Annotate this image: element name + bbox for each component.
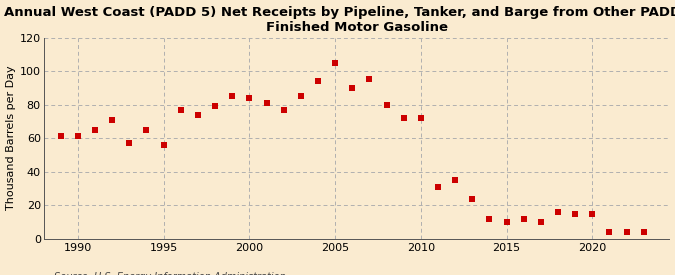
- Point: [553, 210, 564, 214]
- Point: [210, 104, 221, 108]
- Point: [398, 116, 409, 120]
- Point: [347, 86, 358, 90]
- Point: [415, 116, 426, 120]
- Y-axis label: Thousand Barrels per Day: Thousand Barrels per Day: [5, 66, 16, 210]
- Point: [535, 220, 546, 224]
- Point: [72, 134, 83, 139]
- Point: [55, 134, 66, 139]
- Point: [261, 101, 272, 105]
- Point: [141, 128, 152, 132]
- Point: [124, 141, 135, 145]
- Point: [604, 230, 615, 234]
- Point: [244, 96, 254, 100]
- Point: [313, 79, 323, 83]
- Point: [296, 94, 306, 98]
- Point: [484, 216, 495, 221]
- Point: [278, 108, 289, 112]
- Point: [158, 143, 169, 147]
- Point: [639, 230, 649, 234]
- Point: [467, 196, 478, 201]
- Title: Annual West Coast (PADD 5) Net Receipts by Pipeline, Tanker, and Barge from Othe: Annual West Coast (PADD 5) Net Receipts …: [4, 6, 675, 34]
- Point: [450, 178, 460, 182]
- Point: [176, 108, 186, 112]
- Point: [433, 185, 443, 189]
- Point: [570, 211, 580, 216]
- Point: [192, 112, 203, 117]
- Text: Source: U.S. Energy Information Administration: Source: U.S. Energy Information Administ…: [54, 273, 286, 275]
- Point: [501, 220, 512, 224]
- Point: [364, 77, 375, 82]
- Point: [227, 94, 238, 98]
- Point: [90, 128, 101, 132]
- Point: [587, 211, 597, 216]
- Point: [329, 60, 340, 65]
- Point: [621, 230, 632, 234]
- Point: [381, 102, 392, 107]
- Point: [107, 117, 117, 122]
- Point: [518, 216, 529, 221]
